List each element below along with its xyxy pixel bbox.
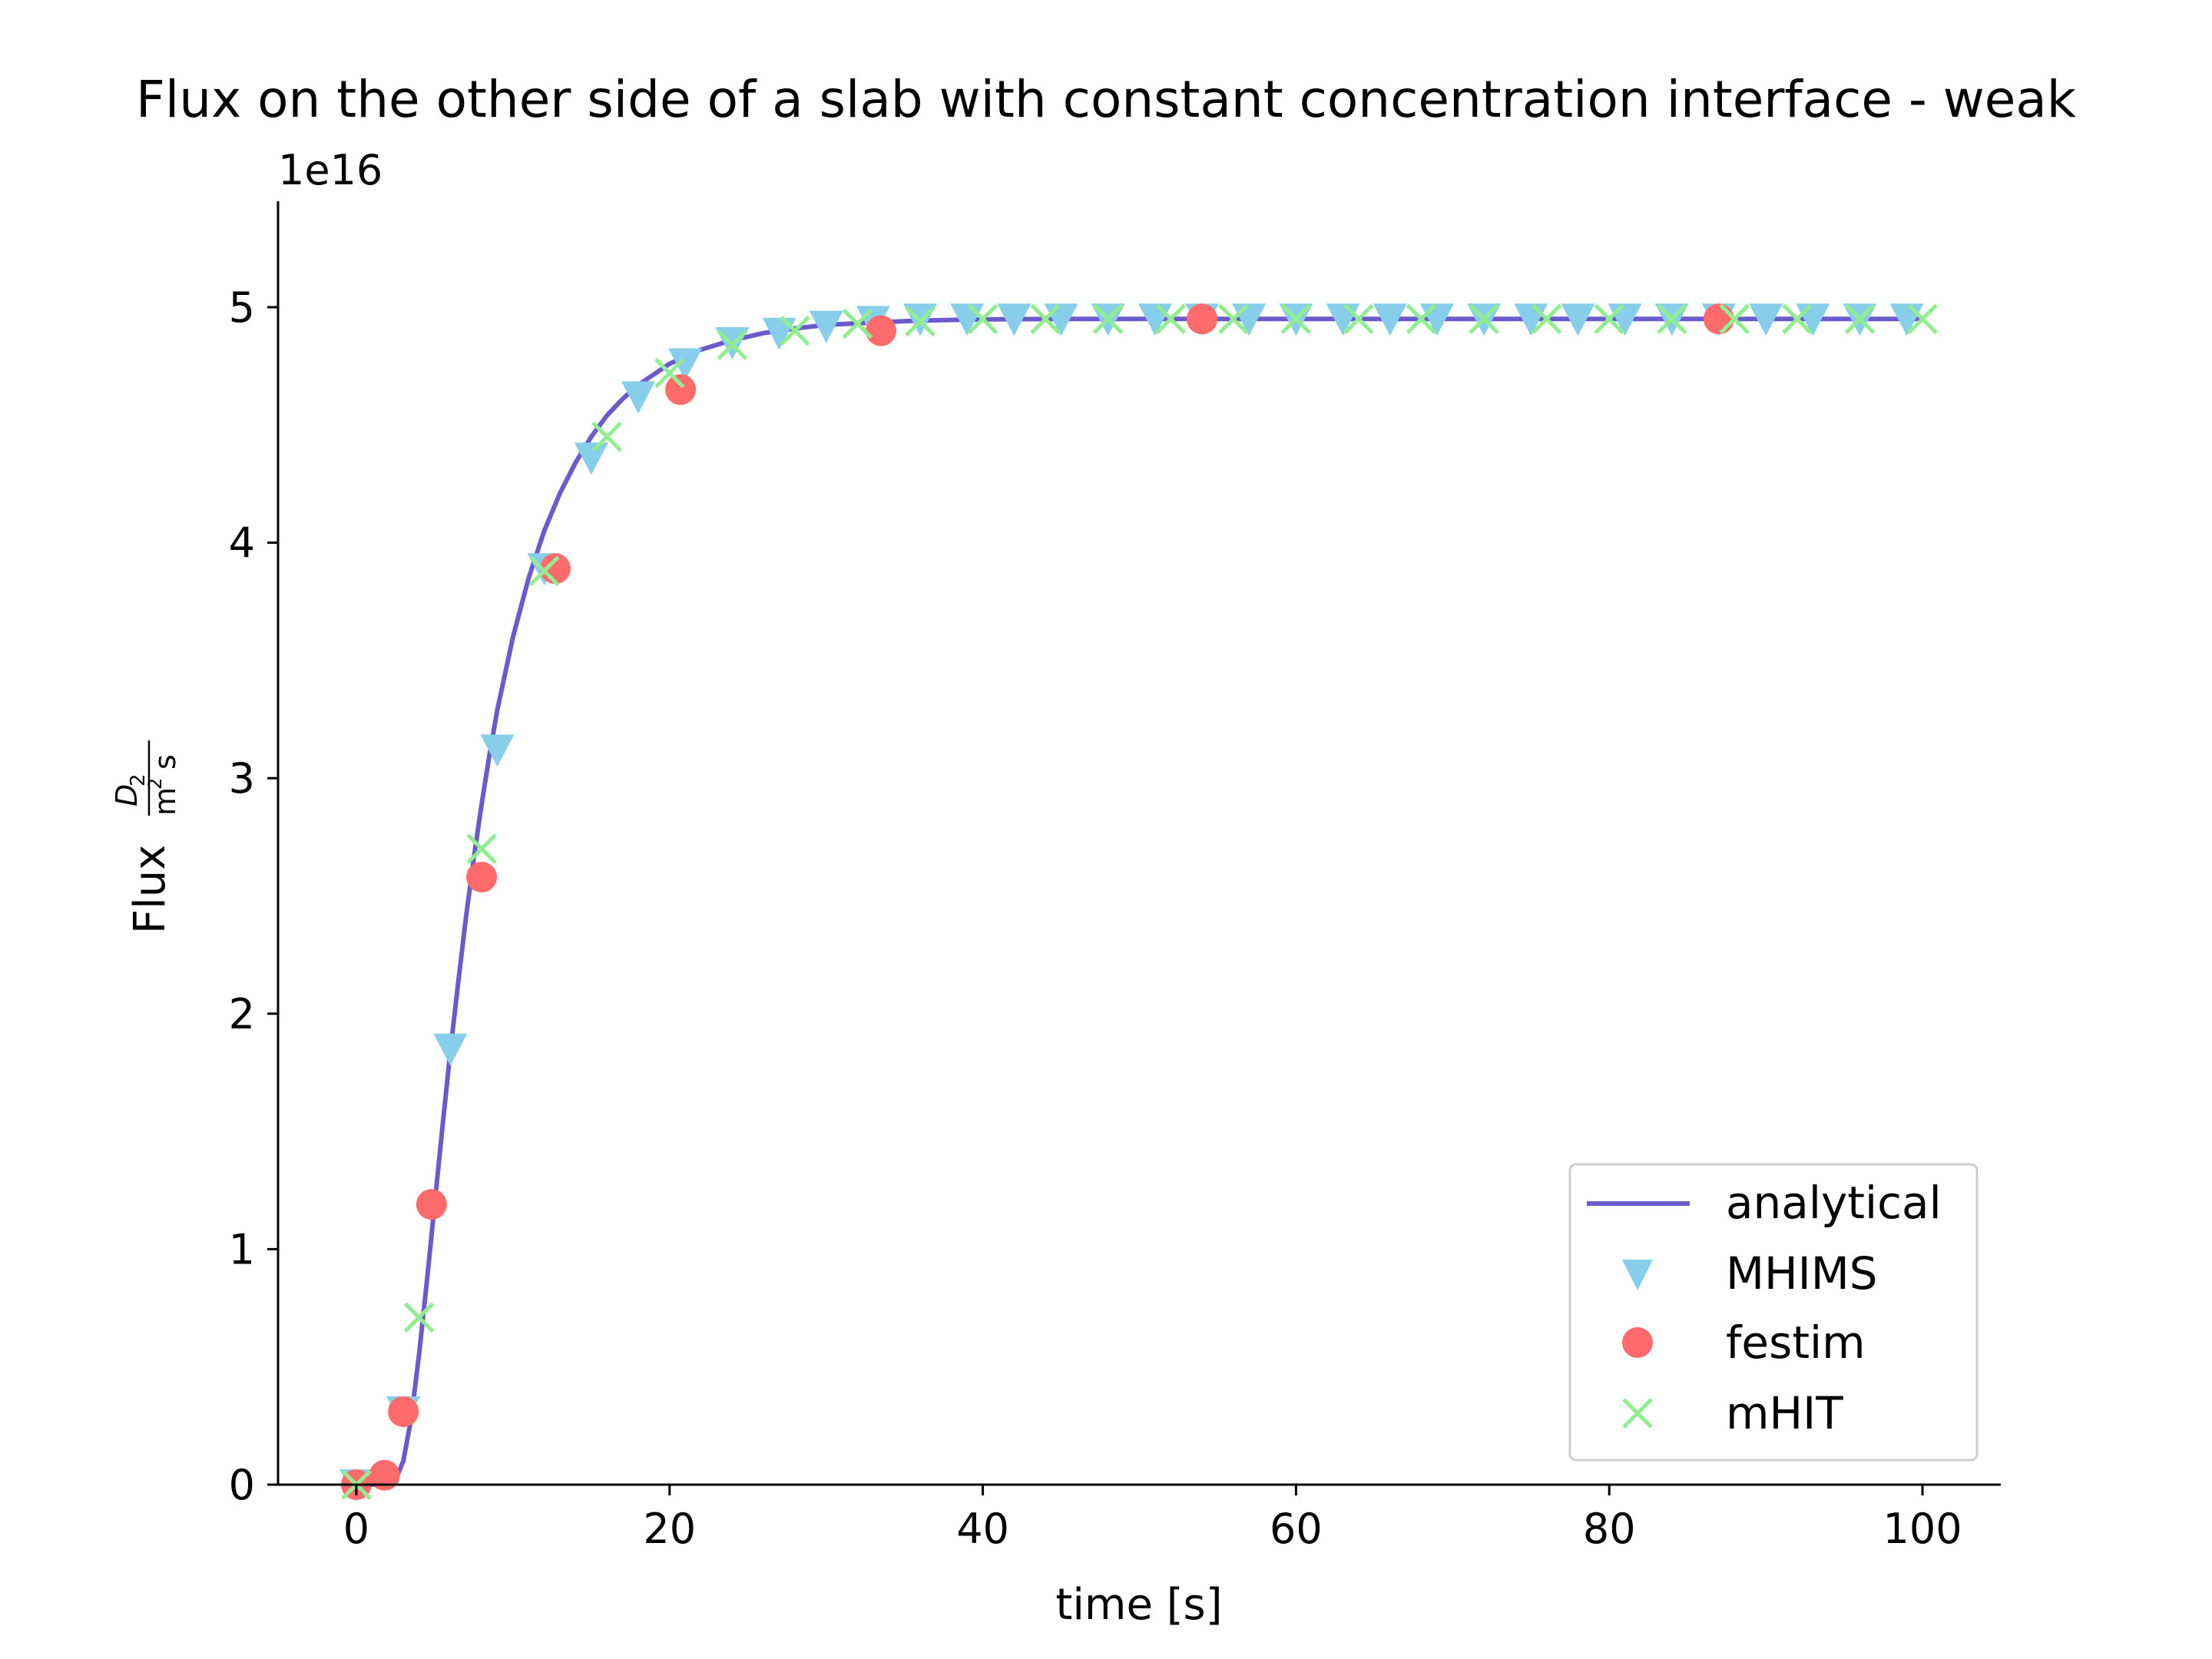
- festim-point: [1703, 303, 1734, 335]
- mhit-point: [403, 1302, 435, 1333]
- analytical-line: [356, 316, 1922, 1487]
- mhit-point: [1594, 303, 1624, 335]
- mhit-point: [1531, 303, 1562, 335]
- mhit-point: [528, 555, 560, 587]
- mhit-point: [1218, 303, 1249, 335]
- x-tick-label: 40: [956, 1505, 1009, 1553]
- mhit-point: [1406, 303, 1437, 335]
- mhit-point: [1030, 303, 1061, 335]
- x-tick-label: 60: [1270, 1505, 1323, 1553]
- mhims-point: [1749, 303, 1783, 336]
- x-axis-label: time [s]: [1055, 1580, 1222, 1630]
- legend-frame: [1568, 1163, 1979, 1462]
- x-ticks: 0 20 40 60 80 100: [343, 1485, 1962, 1553]
- x-tick-label: 100: [1883, 1505, 1962, 1553]
- y-tick-label: 2: [229, 990, 255, 1038]
- mhit-point: [905, 306, 935, 337]
- mhims-point: [668, 348, 703, 381]
- series-layer: [339, 303, 1938, 1502]
- festim-point: [369, 1459, 400, 1491]
- x-tick-label: 0: [343, 1505, 369, 1553]
- series-festim: [340, 303, 1734, 1500]
- mhims-point: [997, 303, 1031, 336]
- mhit-point: [1469, 303, 1499, 335]
- y-ticks: 0 1 2 3 4 5: [229, 283, 278, 1509]
- x-tick-label: 80: [1583, 1505, 1636, 1553]
- mhit-point: [591, 421, 622, 452]
- legend: analytical MHIMS festim mHIT: [1568, 1163, 1979, 1462]
- mhit-point: [842, 308, 873, 339]
- mhit-point: [1719, 303, 1750, 335]
- y-tick-label: 1: [229, 1225, 255, 1273]
- series-analytical: [356, 316, 1922, 1487]
- y-unit-denominator-tail: s: [148, 754, 182, 770]
- mhims-point: [433, 1033, 468, 1066]
- x-tick-label: 20: [643, 1505, 696, 1553]
- festim-point: [665, 374, 697, 406]
- legend-analytical-label: analytical: [1726, 1177, 1942, 1229]
- mhit-point: [654, 358, 685, 389]
- legend-mhit-label: mHIT: [1726, 1387, 1843, 1439]
- y-unit-denominator: m: [148, 787, 182, 816]
- y-unit-numerator-sub: 2: [127, 773, 150, 786]
- legend-mhims-label: MHIMS: [1726, 1247, 1878, 1300]
- mhims-point: [1561, 303, 1595, 336]
- y-tick-label: 0: [229, 1461, 255, 1509]
- mhims-point: [574, 442, 608, 475]
- mhit-point: [1907, 303, 1938, 335]
- mhit-point: [1092, 303, 1124, 335]
- mhit-point: [1782, 303, 1813, 335]
- y-axis-label-text: Flux: [125, 845, 175, 934]
- mhit-point: [1155, 303, 1187, 335]
- series-mhit: [341, 303, 1938, 1500]
- y-tick-label: 5: [229, 283, 255, 332]
- mhit-point: [1280, 303, 1312, 335]
- y-unit-numerator: D: [110, 784, 144, 806]
- mhit-point: [780, 315, 810, 346]
- mhims-point: [809, 310, 843, 343]
- y-tick-label: 3: [229, 754, 255, 803]
- mhims-point: [1373, 303, 1407, 336]
- mhit-point: [466, 833, 497, 864]
- mhit-point: [1657, 303, 1687, 335]
- legend-mhims-swatch: [1622, 1260, 1653, 1290]
- festim-point: [866, 315, 897, 346]
- y-tick-label: 4: [229, 519, 255, 568]
- legend-festim-label: festim: [1726, 1316, 1866, 1369]
- y-offset-text: 1e16: [278, 146, 382, 194]
- legend-mhit-swatch: [1622, 1398, 1653, 1429]
- chart-title: Flux on the other side of a slab with co…: [136, 70, 2077, 129]
- festim-point: [388, 1396, 419, 1427]
- y-unit-denominator-sup: 2: [144, 778, 166, 790]
- festim-point: [1187, 303, 1218, 335]
- mhit-point: [717, 329, 748, 360]
- festim-point: [466, 861, 498, 892]
- mhit-point: [1343, 303, 1374, 335]
- y-axis-label: Flux D 2 m 2 s: [110, 740, 182, 934]
- festim-point: [416, 1189, 447, 1220]
- mhit-point: [967, 303, 998, 335]
- mhims-point: [621, 381, 655, 414]
- mhit-point: [1844, 303, 1876, 335]
- legend-festim-swatch: [1622, 1327, 1653, 1358]
- mhims-point: [480, 734, 515, 767]
